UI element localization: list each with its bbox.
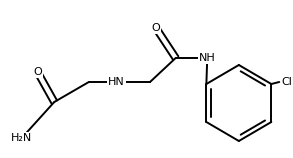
Text: Cl: Cl	[282, 77, 292, 87]
Text: O: O	[151, 23, 160, 33]
Text: H₂N: H₂N	[11, 133, 32, 143]
Text: O: O	[33, 67, 42, 77]
Text: NH: NH	[199, 53, 216, 63]
Text: HN: HN	[108, 77, 125, 87]
